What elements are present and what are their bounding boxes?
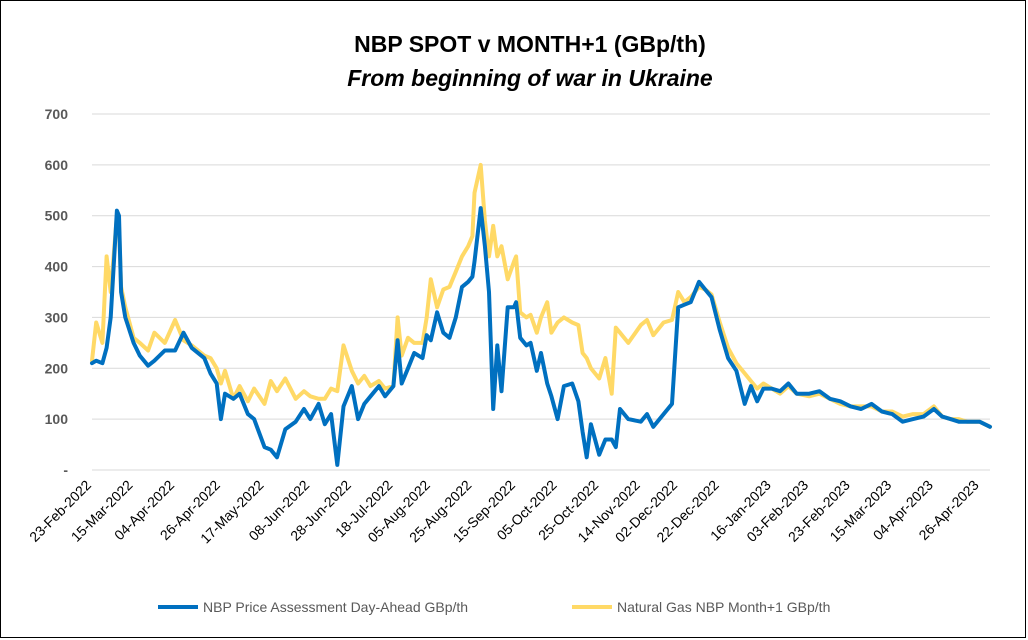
y-tick-label: 400 [45, 259, 69, 275]
chart-title: NBP SPOT v MONTH+1 (GBp/th) [354, 31, 706, 57]
series-line-1 [90, 162, 992, 429]
y-tick-label: 600 [45, 157, 69, 173]
y-tick-label: 200 [45, 360, 69, 376]
series-line-0 [90, 206, 992, 467]
y-axis-ticks: - 100 200 300 400 500 600 700 [45, 106, 69, 478]
grid-lines [92, 113, 990, 471]
y-tick-label: 300 [45, 309, 69, 325]
y-tick-label: 700 [45, 106, 69, 122]
y-tick-label: - [63, 462, 68, 478]
series-lines [90, 162, 992, 467]
y-tick-label: 500 [45, 208, 69, 224]
x-axis-ticks: 23-Feb-202215-Mar-202204-Apr-202226-Apr-… [26, 477, 982, 547]
legend: NBP Price Assessment Day-Ahead GBp/th Nat… [158, 599, 830, 615]
chart-subtitle: From beginning of war in Ukraine [347, 65, 713, 91]
legend-label-0: NBP Price Assessment Day-Ahead GBp/th [203, 599, 468, 615]
legend-label-1: Natural Gas NBP Month+1 GBp/th [617, 599, 830, 615]
y-tick-label: 100 [45, 411, 69, 427]
